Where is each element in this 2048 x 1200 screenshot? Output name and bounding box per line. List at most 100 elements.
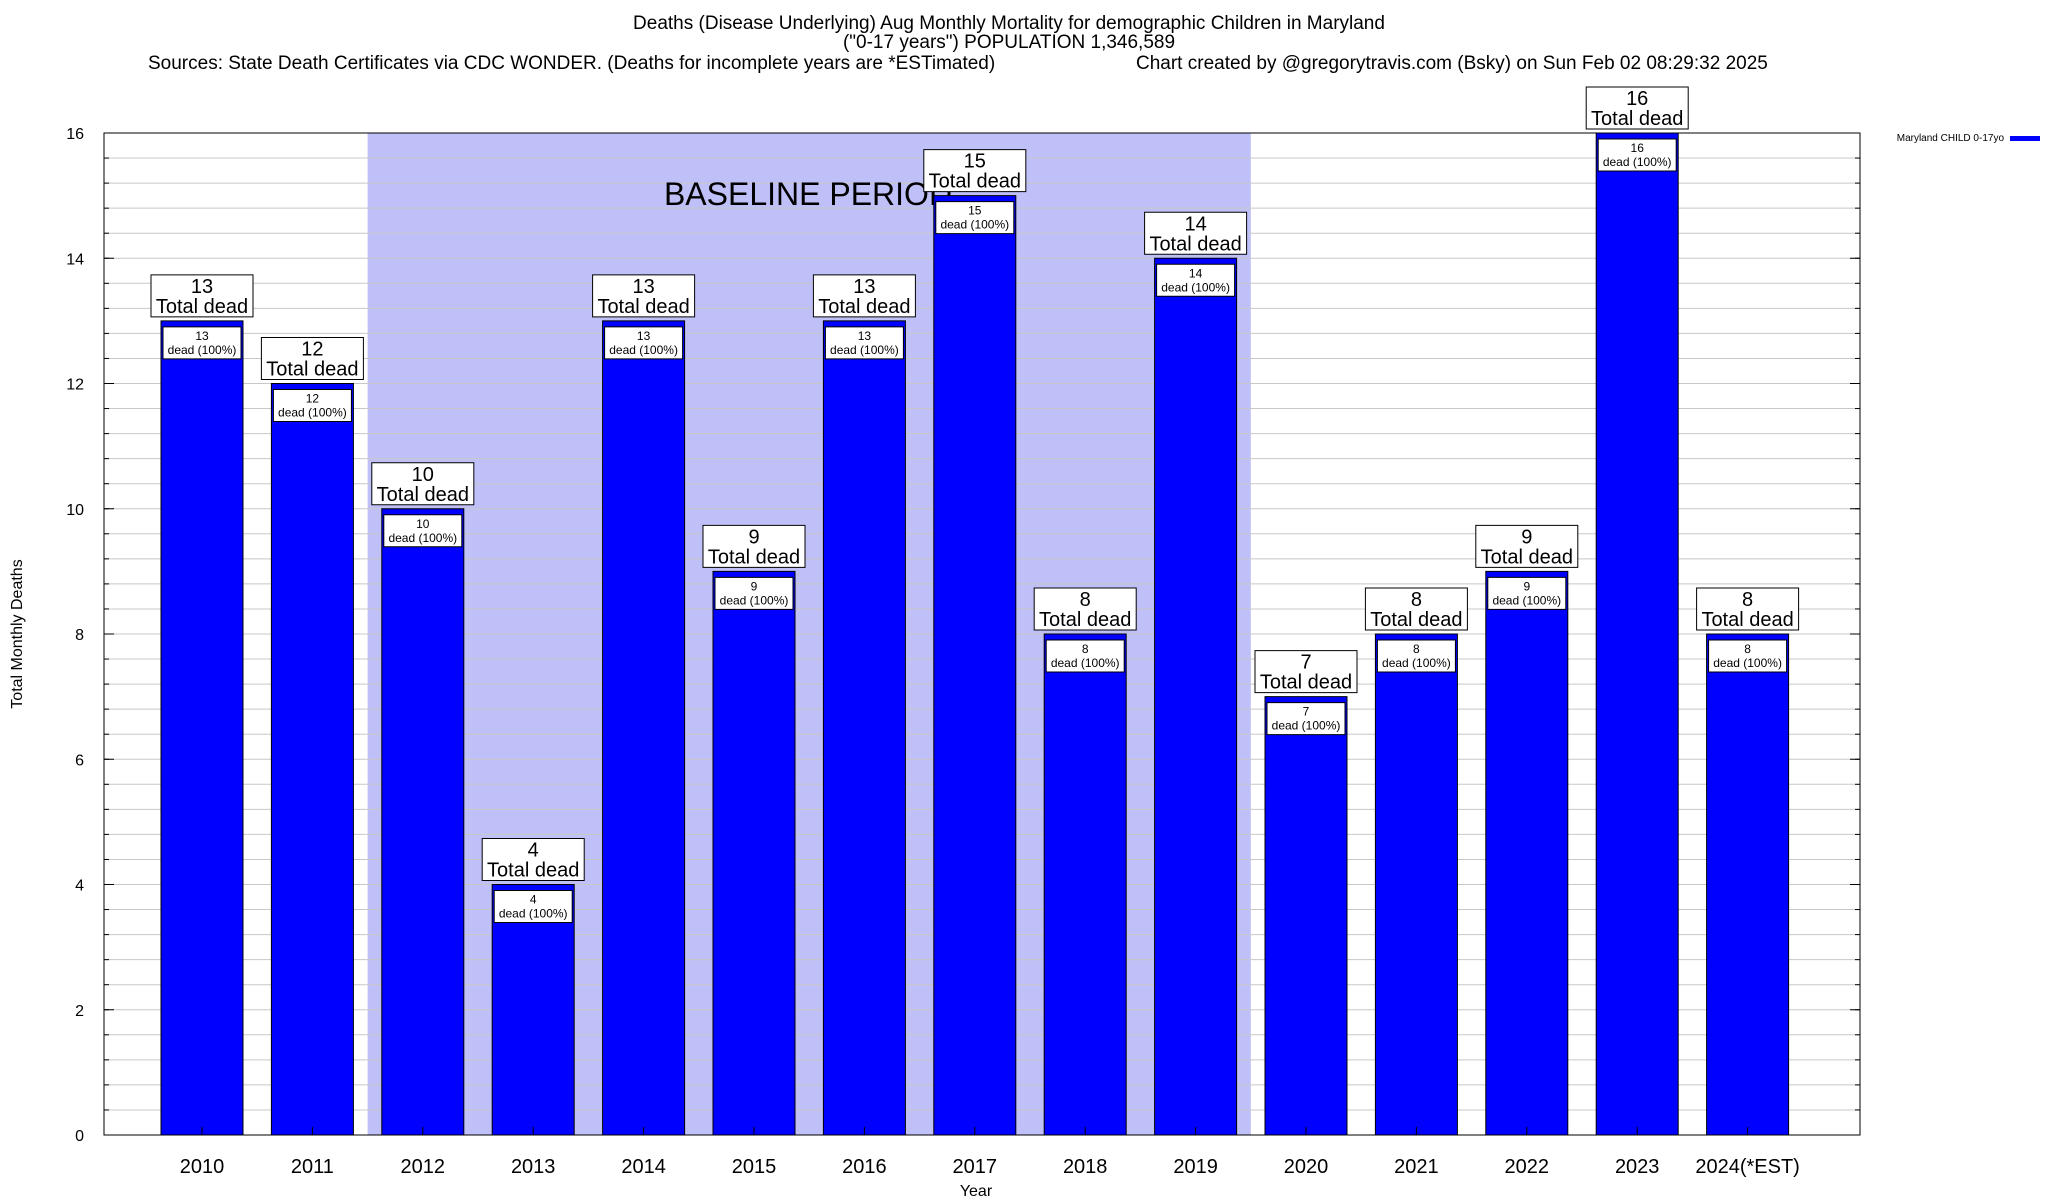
total-value-label: 8 <box>1080 589 1091 611</box>
x-tick-label: 2012 <box>401 1156 446 1178</box>
total-label-box <box>481 838 585 881</box>
total-value-label: 10 <box>412 464 434 486</box>
y-tick-label: 2 <box>75 1003 84 1020</box>
total-dead-label: Total dead <box>1260 672 1352 694</box>
inner-value-label: 13 <box>195 329 209 343</box>
total-dead-label: Total dead <box>1701 609 1793 631</box>
total-dead-label: Total dead <box>487 860 579 882</box>
inner-label-box <box>493 890 573 923</box>
y-tick-label: 6 <box>75 752 84 769</box>
inner-label-box <box>1376 639 1456 673</box>
x-tick-label: 2013 <box>511 1156 556 1178</box>
bar <box>381 508 465 1136</box>
total-value-label: 8 <box>1411 589 1422 611</box>
inner-label-box <box>1156 263 1236 297</box>
total-dead-label: Total dead <box>1591 108 1683 130</box>
bar <box>822 320 906 1136</box>
total-value-label: 13 <box>191 276 213 298</box>
x-tick-label: 2021 <box>1394 1156 1439 1178</box>
total-dead-label: Total dead <box>156 296 248 318</box>
total-dead-label: Total dead <box>266 359 358 381</box>
x-tick-label: 2014 <box>621 1156 666 1178</box>
x-tick-label: 2024(*EST) <box>1695 1156 1800 1178</box>
total-value-label: 4 <box>528 840 539 862</box>
inner-label-box <box>1708 639 1788 673</box>
inner-label-box <box>714 576 794 610</box>
bar <box>1595 132 1679 1136</box>
inner-label-box <box>1487 576 1567 610</box>
legend-label: Maryland CHILD 0-17yo <box>1897 133 2005 144</box>
inner-value-label: 13 <box>637 329 651 343</box>
inner-label-box <box>1266 702 1346 736</box>
y-tick-label: 12 <box>66 377 84 394</box>
total-value-label: 16 <box>1626 88 1648 110</box>
inner-label-box <box>935 201 1015 235</box>
y-tick-label: 10 <box>66 502 84 519</box>
bar <box>491 884 575 1136</box>
total-label-box <box>1033 587 1137 631</box>
x-axis-title: Year <box>960 1183 993 1200</box>
total-label-box <box>1254 650 1358 694</box>
inner-label-box <box>824 326 904 360</box>
inner-percent-label: dead (100%) <box>830 343 899 357</box>
total-dead-label: Total dead <box>929 171 1021 193</box>
bar <box>1485 570 1569 1136</box>
y-tick-label: 4 <box>75 878 84 895</box>
total-label-box <box>1696 587 1800 631</box>
total-dead-label: Total dead <box>377 484 469 506</box>
legend-swatch <box>2010 136 2040 141</box>
inner-value-label: 15 <box>968 204 982 218</box>
inner-value-label: 8 <box>1413 642 1420 656</box>
total-label-box <box>1585 86 1689 130</box>
bar <box>712 570 796 1136</box>
bar <box>1706 633 1790 1136</box>
total-label-box <box>592 274 696 318</box>
x-tick-label: 2016 <box>842 1156 887 1178</box>
total-label-box <box>260 337 364 380</box>
total-label-box <box>1364 587 1468 631</box>
bar <box>933 195 1017 1136</box>
inner-percent-label: dead (100%) <box>1603 155 1672 169</box>
y-tick-label: 16 <box>66 126 84 143</box>
bar <box>1374 633 1458 1136</box>
bar <box>1154 257 1238 1136</box>
total-label-box <box>812 274 916 318</box>
y-tick-label: 14 <box>66 251 84 268</box>
chart-sources: Sources: State Death Certificates via CD… <box>148 53 996 74</box>
total-value-label: 8 <box>1742 589 1753 611</box>
inner-value-label: 8 <box>1744 642 1751 656</box>
inner-value-label: 14 <box>1189 266 1203 280</box>
inner-value-label: 9 <box>751 579 758 593</box>
inner-label-box <box>1045 639 1125 673</box>
inner-percent-label: dead (100%) <box>1051 656 1120 670</box>
inner-label-box <box>604 326 684 360</box>
inner-percent-label: dead (100%) <box>940 218 1009 232</box>
total-value-label: 13 <box>632 276 654 298</box>
total-label-box <box>702 524 806 568</box>
baseline-label: BASELINE PERIOD <box>664 176 952 212</box>
inner-value-label: 8 <box>1082 642 1089 656</box>
inner-percent-label: dead (100%) <box>1382 656 1451 670</box>
inner-label-box <box>383 514 463 548</box>
inner-label-box <box>162 326 242 360</box>
inner-percent-label: dead (100%) <box>388 531 457 545</box>
inner-value-label: 7 <box>1303 705 1310 719</box>
x-tick-label: 2023 <box>1615 1156 1660 1178</box>
total-value-label: 9 <box>748 526 759 548</box>
inner-percent-label: dead (100%) <box>499 907 568 921</box>
inner-percent-label: dead (100%) <box>1161 280 1230 294</box>
x-tick-label: 2015 <box>732 1156 777 1178</box>
total-dead-label: Total dead <box>1149 233 1241 255</box>
inner-value-label: 13 <box>858 329 872 343</box>
